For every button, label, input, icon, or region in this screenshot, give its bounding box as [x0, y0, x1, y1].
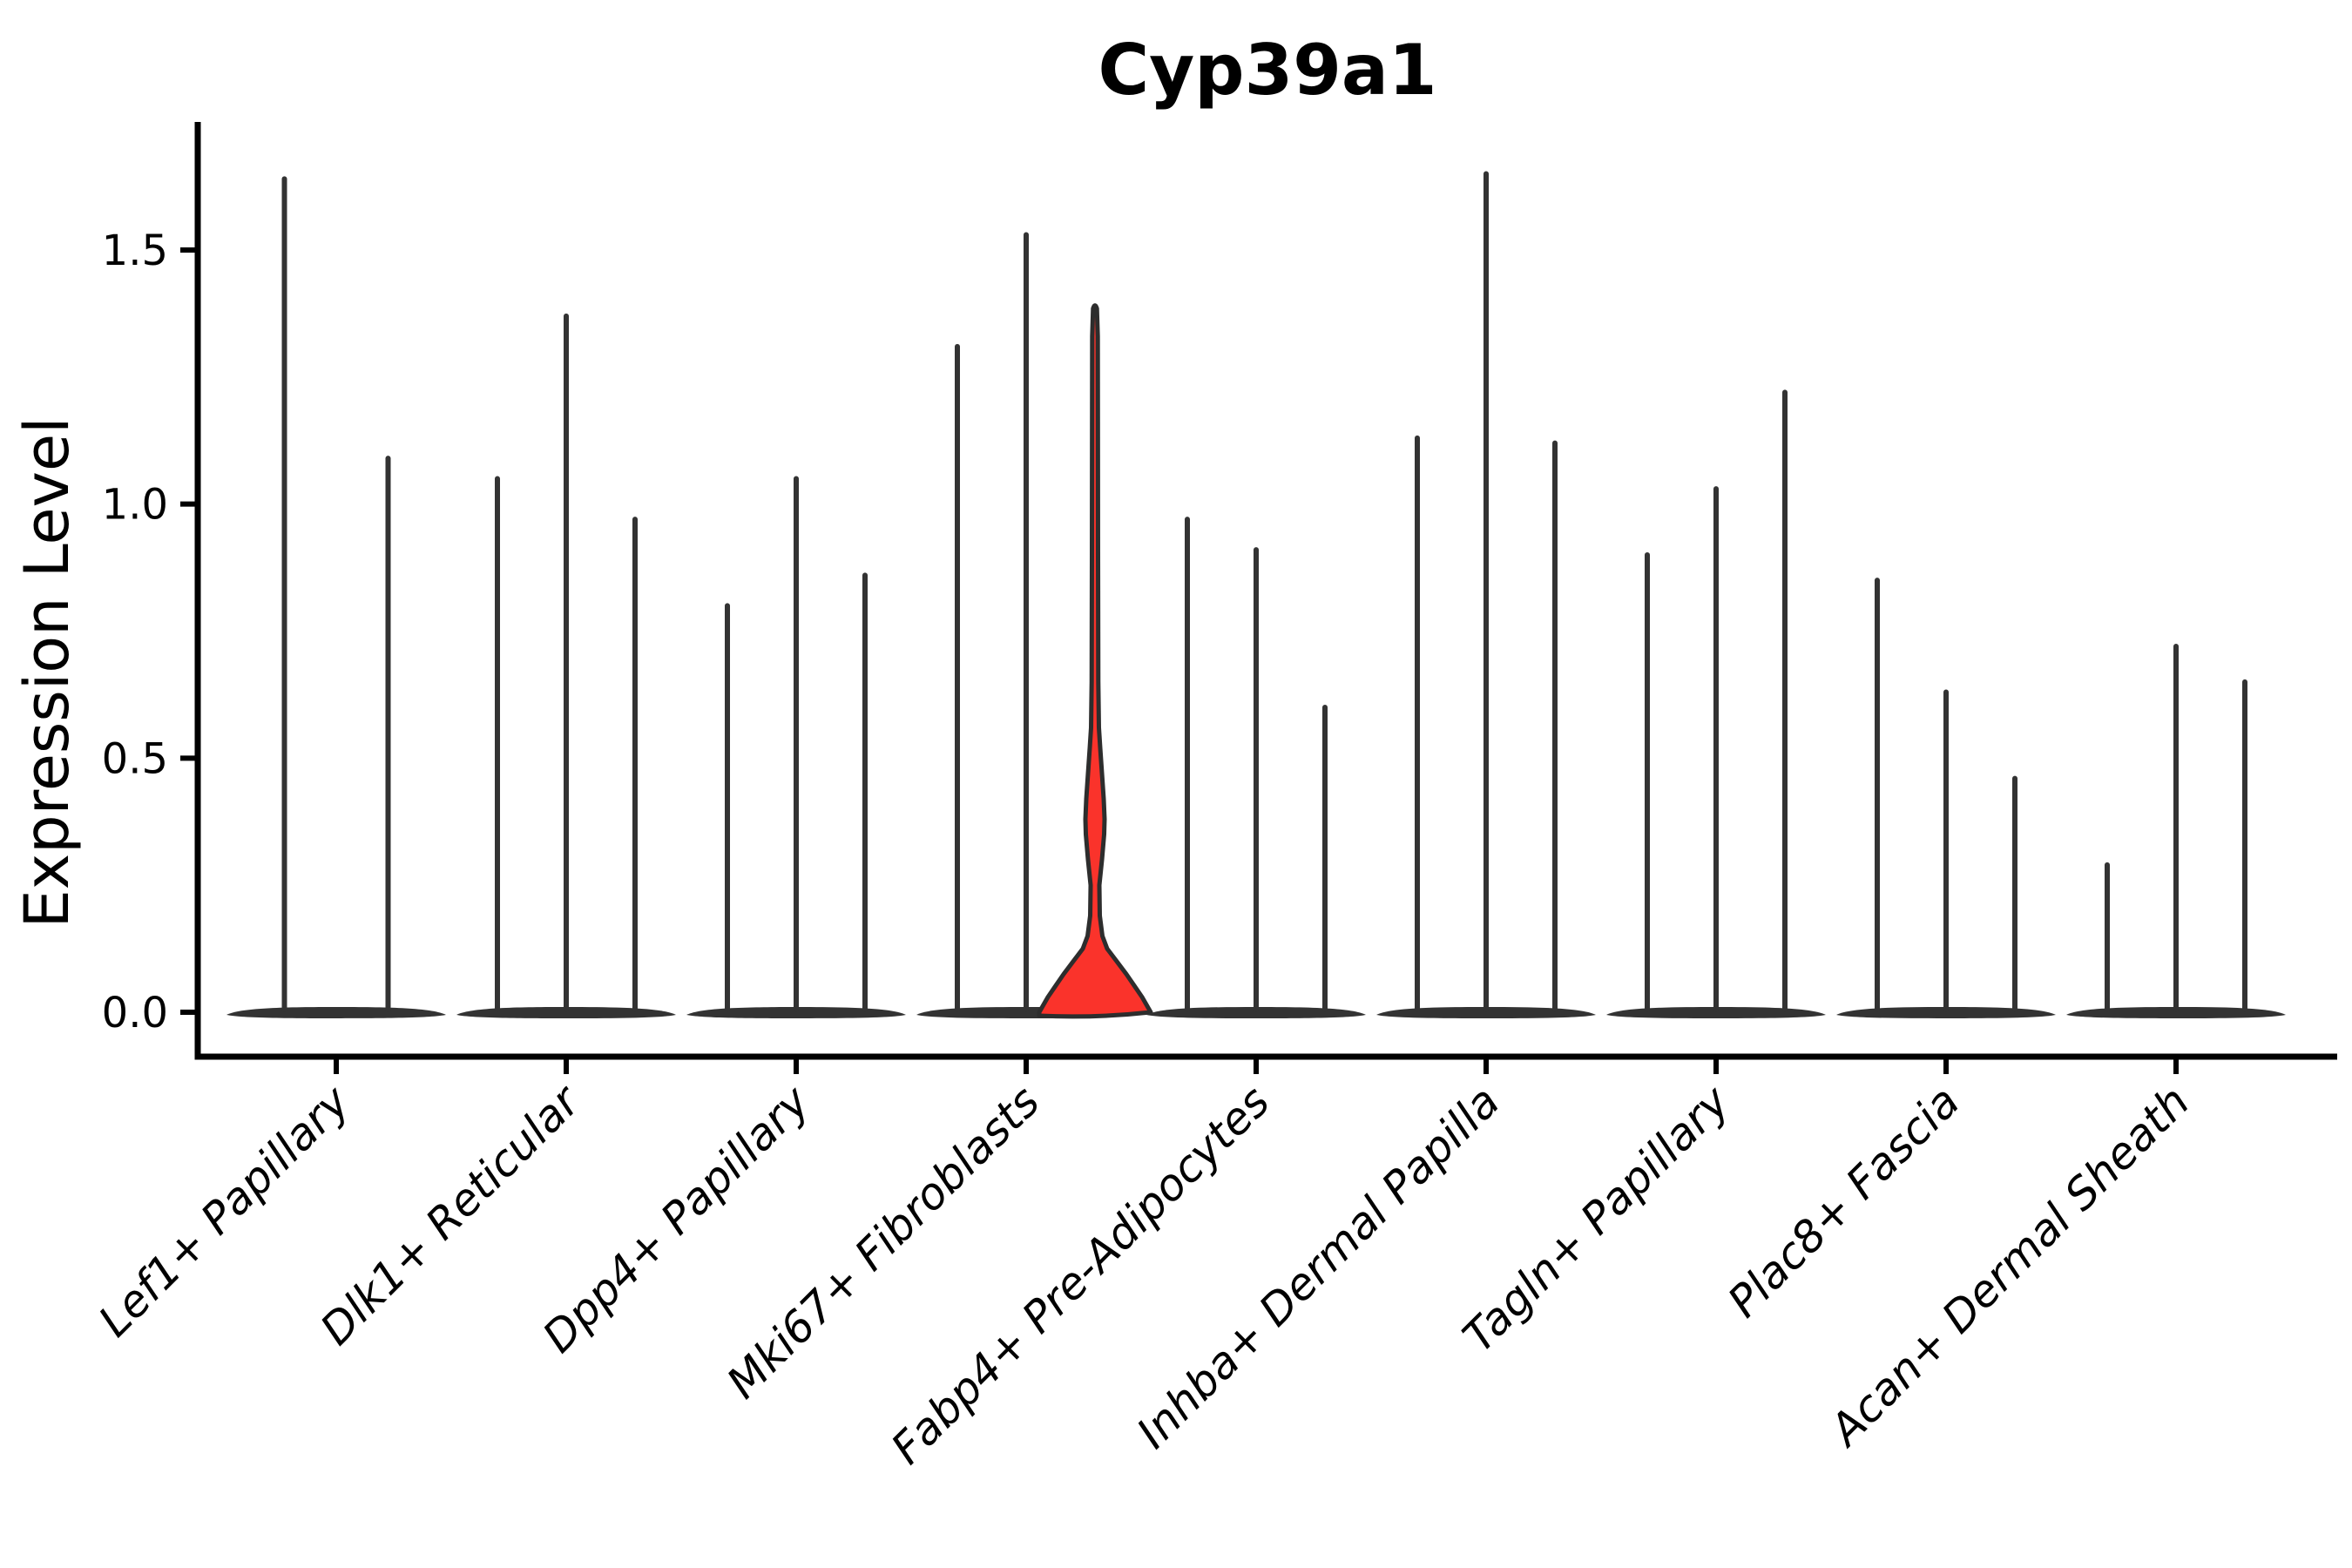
violin-base-1 — [456, 1007, 676, 1018]
y-tick-label-1.5: 1.5 — [102, 226, 168, 275]
y-tick-label-0.5: 0.5 — [102, 734, 168, 783]
y-tick-label-1.0: 1.0 — [102, 481, 168, 530]
violin-base-6 — [1606, 1007, 1826, 1018]
x-category-label-5: Inhba+ Dermal Papilla — [1127, 1076, 1509, 1457]
violin-base-8 — [2066, 1007, 2286, 1018]
highlighted-violin — [1037, 303, 1153, 1019]
x-category-label-7: Plac8+ Fascia — [1719, 1076, 1970, 1327]
violin-base-5 — [1376, 1007, 1596, 1018]
chart-title: Cyp39a1 — [1098, 30, 1436, 111]
violin-base-4 — [1146, 1007, 1366, 1018]
x-category-label-0: Lef1+ Papillary — [89, 1075, 360, 1346]
x-category-label-4: Fabp4+ Pre-Adipocytes — [882, 1076, 1280, 1474]
y-tick-label-0.0: 0.0 — [102, 989, 168, 1037]
violin-base-0 — [226, 1007, 446, 1018]
violin-base-7 — [1836, 1007, 2056, 1018]
violin-base-2 — [686, 1007, 906, 1018]
y-axis-label: Expression Level — [11, 416, 83, 928]
